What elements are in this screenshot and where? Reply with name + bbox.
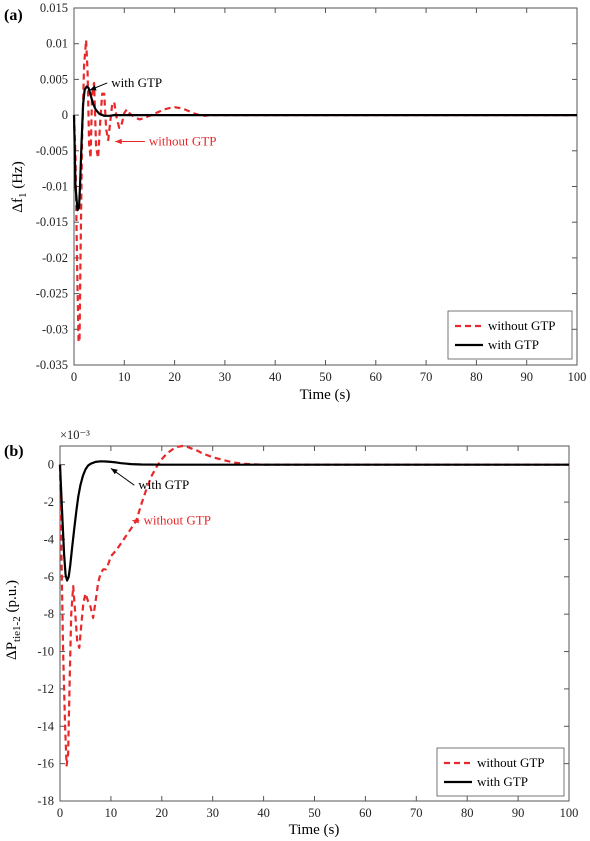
panel-label-a: (a) xyxy=(4,7,23,24)
x-tick-label: 60 xyxy=(359,806,372,820)
x-tick-label: 20 xyxy=(168,370,181,384)
x-tick-label: 90 xyxy=(520,370,533,384)
chart-panel-a: 0 10 20 30 40 50 60 70 80 90 100 -0.035 -0.03 -0.025 -… xyxy=(4,1,586,403)
legend-a: without GTP with GTP xyxy=(447,310,573,360)
legend-b: without GTP with GTP xyxy=(436,747,565,797)
annotation-label-without-gtp: without GTP xyxy=(149,134,217,149)
x-tick-label: 30 xyxy=(219,370,232,384)
x-axis-label-b: Time (s) xyxy=(289,822,340,838)
x-tick-label: 80 xyxy=(461,806,474,820)
y-tick-label: -0.025 xyxy=(36,287,68,301)
y-tick-label: -8 xyxy=(44,607,54,621)
y-tick-label: -0.03 xyxy=(42,322,68,336)
y-tick-label: -0.015 xyxy=(36,215,68,229)
y-tick-label: 0 xyxy=(48,458,54,472)
y-tick-label: -0.02 xyxy=(42,251,68,265)
y-axis-label-b: ΔPtie1-2 (p.u.) xyxy=(4,580,23,660)
x-tick-label: 0 xyxy=(71,370,77,384)
x-tick-label: 10 xyxy=(118,370,131,384)
legend-label-with-gtp-a: with GTP xyxy=(488,337,539,352)
x-tick-label: 60 xyxy=(370,370,383,384)
x-tick-label: 20 xyxy=(156,806,169,820)
y-tick-label: 0.005 xyxy=(40,72,68,86)
x-tick-label: 0 xyxy=(57,806,63,820)
x-tick-label: 70 xyxy=(410,806,423,820)
y-tick-label: -0.005 xyxy=(36,144,68,158)
y-tick-label: -12 xyxy=(37,682,54,696)
x-tick-label: 50 xyxy=(319,370,332,384)
x-tick-label: 90 xyxy=(512,806,525,820)
legend-box-b xyxy=(436,747,565,797)
x-tick-label: 80 xyxy=(470,370,483,384)
y-tick-label: -4 xyxy=(44,532,55,546)
annotation-arrowhead-without-gtp xyxy=(132,518,139,524)
series-line-without-gtp xyxy=(72,38,577,344)
y-tick-label: -2 xyxy=(44,495,54,509)
annotation-label-without-gtp: without GTP xyxy=(143,513,211,528)
x-tick-label: 70 xyxy=(420,370,433,384)
series-line-without-gtp xyxy=(58,444,569,767)
y-tick-label: -0.035 xyxy=(36,358,68,372)
x-tick-label: 100 xyxy=(560,806,579,820)
annotation-label-with-gtp: with GTP xyxy=(138,477,189,492)
legend-label-with-gtp-b: with GTP xyxy=(477,774,528,789)
y-tick-label: -14 xyxy=(37,719,54,733)
legend-box-a xyxy=(447,310,573,360)
panel-label-b: (b) xyxy=(4,443,24,460)
y-axis-label-a: Δf1 (Hz) xyxy=(10,161,29,212)
y-tick-label: -16 xyxy=(37,757,54,771)
y-tick-label: 0.015 xyxy=(40,1,68,15)
annotation-label-with-gtp: with GTP xyxy=(111,75,162,90)
x-tick-label: 50 xyxy=(308,806,321,820)
y-tick-label: 0.01 xyxy=(46,37,68,51)
series-line-with-gtp xyxy=(72,85,577,212)
x-tick-label: 100 xyxy=(568,370,587,384)
annotation-arrowhead-with-gtp xyxy=(110,468,118,475)
annotation-arrowhead-with-gtp xyxy=(89,85,97,91)
series-line-with-gtp xyxy=(58,460,569,582)
x-axis-label-a: Time (s) xyxy=(300,387,351,403)
y-tick-label: 0 xyxy=(62,108,68,122)
x-tick-label: 30 xyxy=(206,806,219,820)
legend-label-without-gtp-a: without GTP xyxy=(488,318,556,333)
chart-panel-b: 0 10 20 30 40 50 60 70 80 90 100 -18 -16 -14 -12 -10 -8 -… xyxy=(4,428,578,838)
y-tick-label: -10 xyxy=(37,645,54,659)
plot-area-a xyxy=(73,7,578,366)
y-tick-label: -18 xyxy=(37,794,54,808)
x-tick-label: 10 xyxy=(105,806,118,820)
annotation-arrowhead-without-gtp xyxy=(115,138,122,145)
exponent-label-b: ×10⁻³ xyxy=(60,428,90,442)
y-tick-label: -6 xyxy=(44,570,54,584)
x-tick-label: 40 xyxy=(257,806,270,820)
y-tick-label: -0.01 xyxy=(42,180,68,194)
plot-area-b xyxy=(59,445,570,802)
x-tick-label: 40 xyxy=(269,370,282,384)
legend-label-without-gtp-b: without GTP xyxy=(477,755,545,770)
